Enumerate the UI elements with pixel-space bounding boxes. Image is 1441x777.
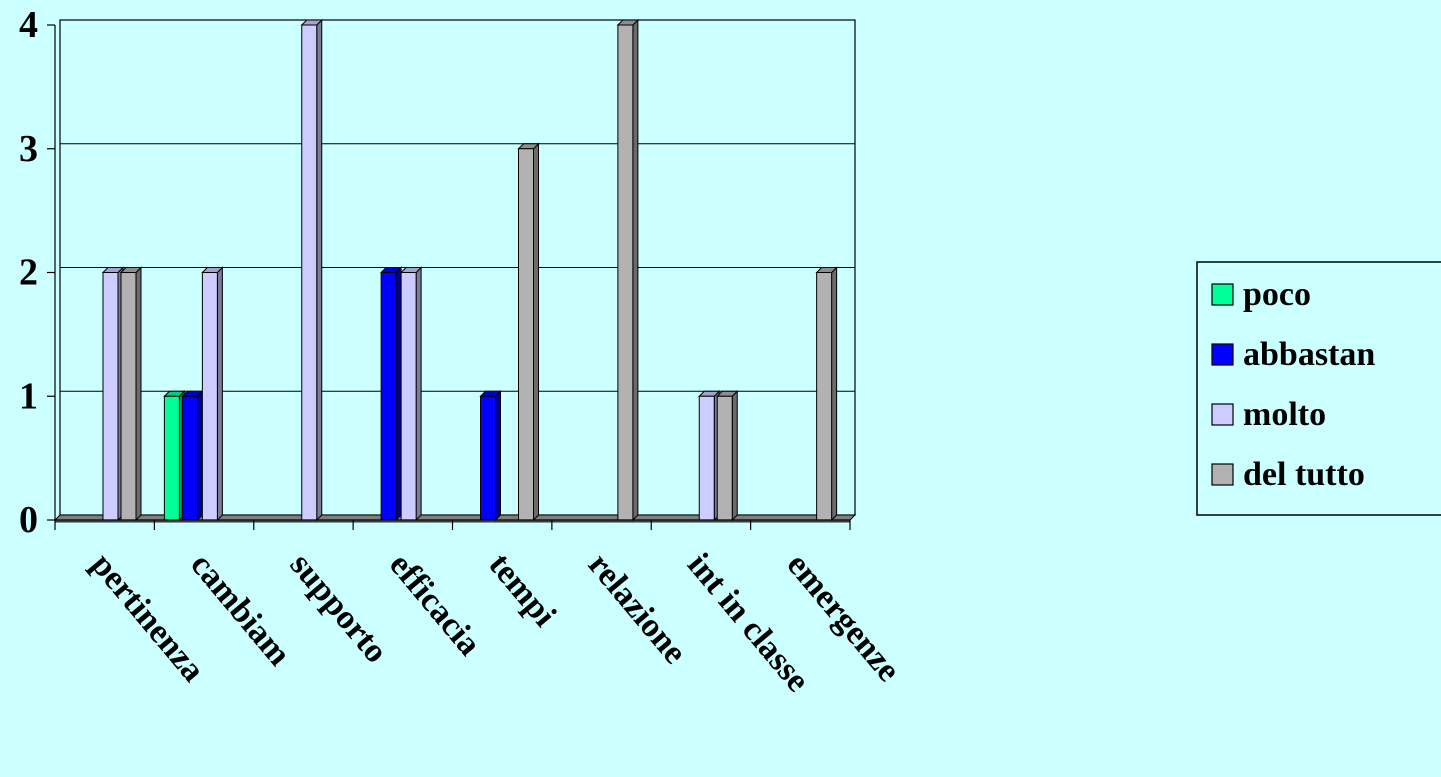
legend-box: [1196, 261, 1441, 516]
legend-item: poco: [1211, 276, 1311, 313]
bar-front: [380, 272, 397, 521]
bar-side: [395, 266, 402, 522]
bar-front: [617, 24, 634, 521]
bar: [698, 390, 721, 522]
y-tick-label: 3: [19, 128, 38, 170]
bar-front: [181, 395, 198, 521]
bars: [101, 18, 838, 522]
bar: [181, 390, 204, 522]
bar: [201, 266, 224, 522]
legend-item: molto: [1211, 396, 1326, 433]
bar: [815, 266, 838, 522]
legend-item: abbastan: [1211, 336, 1375, 373]
bar-front: [120, 272, 137, 521]
bar: [616, 18, 640, 522]
legend-label: poco: [1243, 276, 1311, 313]
bar-front: [201, 272, 218, 521]
x-category-label: efficacia: [382, 546, 488, 662]
bar-front: [301, 24, 318, 521]
bar: [101, 266, 125, 522]
bar-front: [698, 395, 715, 521]
bar-side: [731, 390, 738, 522]
legend-label: molto: [1243, 396, 1326, 433]
bar-side: [632, 18, 639, 522]
bar-front: [163, 395, 180, 521]
legend-swatch: [1211, 343, 1234, 366]
bar-side: [831, 266, 838, 522]
bar-side: [216, 266, 223, 522]
bar-side: [316, 18, 323, 522]
bar: [399, 266, 423, 522]
bar-side: [495, 390, 501, 522]
bar-front: [518, 148, 534, 521]
bar-front: [480, 395, 496, 521]
bar: [300, 18, 323, 522]
y-tick-label: 4: [19, 4, 38, 46]
bar-front: [400, 272, 417, 521]
bar: [119, 266, 143, 522]
bar: [716, 390, 739, 522]
bar: [479, 390, 502, 522]
x-category-label: tempi: [481, 546, 563, 633]
legend-swatch: [1211, 403, 1234, 426]
y-tick-label: 2: [19, 252, 38, 294]
y-tick-label: 0: [19, 499, 38, 541]
bar-front: [716, 395, 733, 521]
legend-item: del tutto: [1211, 456, 1365, 493]
bar: [379, 266, 403, 522]
bar: [163, 390, 186, 522]
legend-swatch: [1211, 283, 1234, 306]
y-tick-label: 1: [19, 375, 38, 417]
x-category-label: relazione: [581, 546, 694, 671]
legend-label: abbastan: [1243, 336, 1375, 373]
legend-swatch: [1211, 463, 1234, 486]
legend: poco abbastan molto del tutto: [1196, 261, 1441, 516]
bar-front: [816, 272, 833, 521]
legend-label: del tutto: [1243, 456, 1365, 493]
bar-side: [533, 142, 539, 522]
bar-side: [196, 390, 203, 522]
x-category-label: supporto: [283, 546, 395, 670]
bar-side: [135, 266, 142, 522]
bar: [517, 142, 540, 522]
bar-side: [415, 266, 422, 522]
bar-front: [102, 272, 119, 521]
